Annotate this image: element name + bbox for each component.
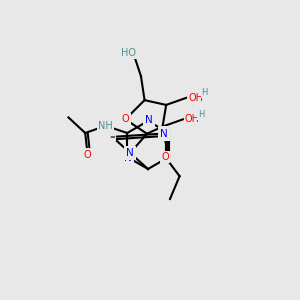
- Text: N: N: [127, 148, 134, 158]
- Text: O: O: [122, 114, 129, 124]
- Text: N: N: [145, 115, 153, 125]
- Text: O: O: [84, 150, 92, 160]
- Text: NH: NH: [98, 121, 113, 131]
- Text: N: N: [126, 148, 134, 158]
- Text: OH: OH: [189, 93, 204, 103]
- Text: HO: HO: [121, 47, 136, 58]
- Text: O: O: [161, 152, 169, 162]
- Text: OH: OH: [185, 114, 200, 124]
- Text: N: N: [144, 116, 152, 126]
- Text: N: N: [124, 153, 132, 163]
- Text: H: H: [198, 110, 204, 119]
- Text: H: H: [202, 88, 208, 98]
- Text: N: N: [124, 152, 131, 162]
- Text: =: =: [110, 134, 115, 140]
- Text: N: N: [160, 128, 167, 139]
- Text: N: N: [160, 128, 168, 139]
